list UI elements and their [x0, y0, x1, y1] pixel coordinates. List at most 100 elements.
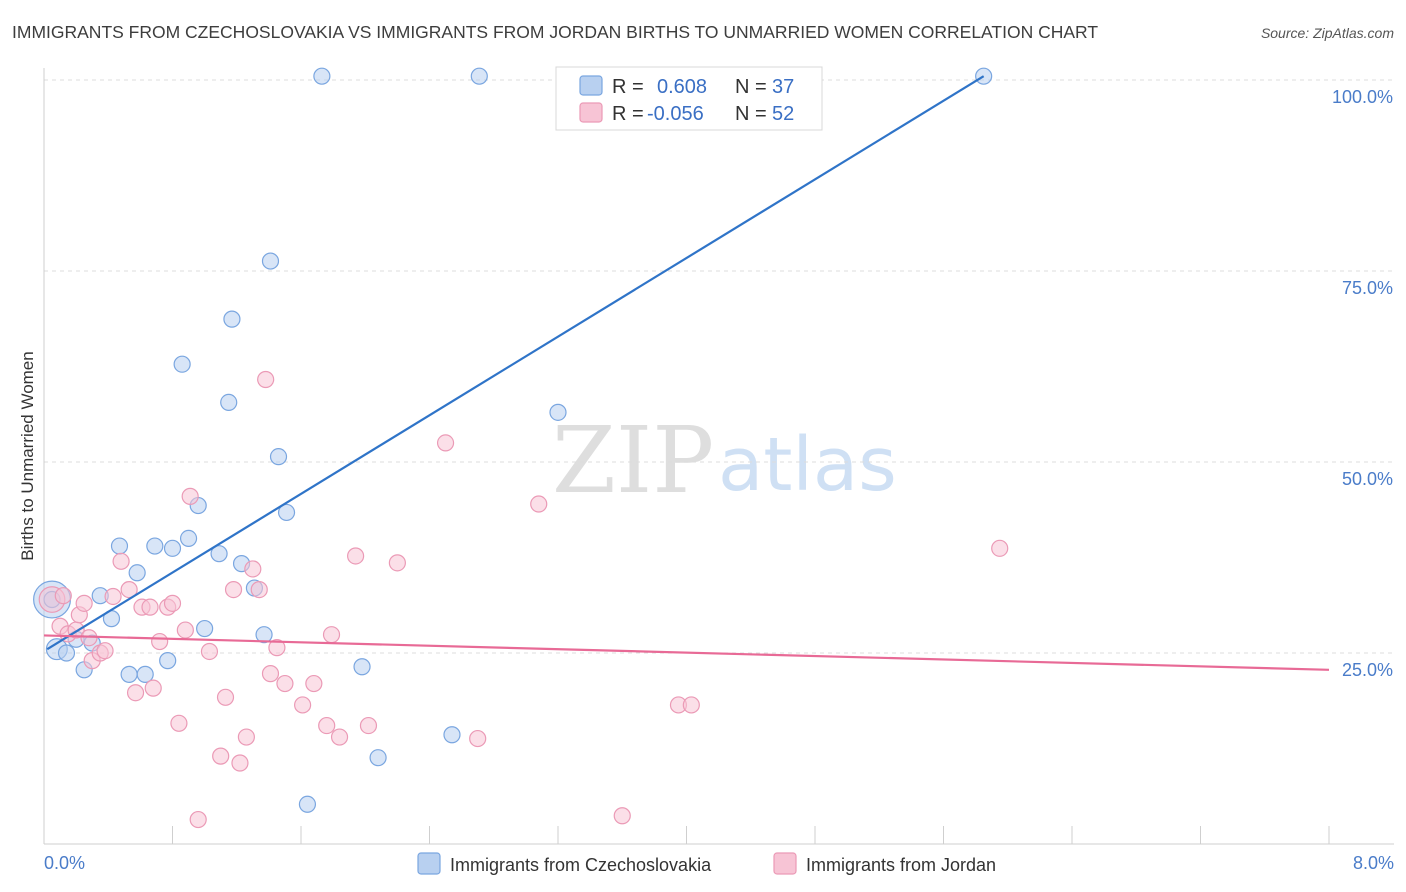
legend-n-value-czechoslovakia: 37	[772, 76, 794, 98]
trendlines	[43, 75, 1330, 671]
point-jordan-38	[322, 626, 341, 644]
point-czechoslovakia-14	[163, 539, 182, 557]
watermark-atlas: atlas	[718, 422, 897, 508]
legend-n-label-jordan: N =	[735, 103, 767, 125]
point-jordan-34	[276, 674, 294, 693]
x-tick-label-min: 0.0%	[44, 853, 85, 873]
point-czechoslovakia-18	[196, 619, 214, 638]
x-tick-label-max: 8.0%	[1353, 853, 1394, 873]
legend-r-value-jordan: -0.056	[647, 103, 704, 125]
trendline-czechoslovakia	[46, 75, 985, 651]
legend-swatch-czechoslovakia	[579, 75, 603, 96]
point-czechoslovakia-28	[298, 795, 317, 813]
point-czechoslovakia-31	[369, 749, 387, 767]
point-czechoslovakia-12	[146, 537, 164, 555]
point-jordan-11	[120, 580, 138, 599]
y-tick-labels: 100.0% 75.0% 50.0% 25.0%	[1332, 87, 1393, 680]
point-czechoslovakia-21	[223, 310, 241, 328]
chart-title: IMMIGRANTS FROM CZECHOSLOVAKIA VS IMMIGR…	[12, 22, 1098, 42]
legend-r-label-czechoslovakia: R =	[612, 76, 644, 98]
point-czechoslovakia-9	[120, 665, 138, 683]
point-czechoslovakia-13	[159, 652, 177, 670]
point-jordan-39	[330, 728, 349, 746]
chart-source: Source: ZipAtlas.com	[1261, 25, 1394, 41]
legend-r-value-czechoslovakia: 0.608	[657, 76, 707, 98]
point-jordan-8	[96, 642, 114, 660]
point-jordan-51	[75, 594, 93, 612]
point-czechoslovakia-26	[269, 448, 288, 466]
legend-bottom-swatch-czechoslovakia	[417, 852, 441, 875]
point-czechoslovakia-27	[277, 503, 296, 522]
y-tick-label-3: 25.0%	[1342, 660, 1393, 680]
point-jordan-35	[294, 696, 312, 714]
point-jordan-28	[237, 728, 255, 746]
point-czechoslovakia-29	[313, 67, 331, 85]
point-jordan-9	[104, 587, 122, 606]
point-czechoslovakia-15	[173, 355, 191, 373]
legend-bottom-label-czechoslovakia: Immigrants from Czechoslovakia	[450, 855, 712, 875]
point-czechoslovakia-2	[57, 644, 76, 662]
trendline-jordan	[43, 634, 1330, 671]
point-jordan-46	[613, 807, 631, 825]
point-jordan-37	[318, 716, 336, 735]
point-jordan-16	[151, 632, 169, 651]
point-jordan-21	[181, 487, 199, 505]
legend-r-label-jordan: R =	[612, 103, 644, 125]
point-jordan-50	[54, 587, 72, 605]
point-jordan-29	[244, 560, 262, 578]
y-tick-label-1: 75.0%	[1342, 278, 1393, 298]
watermark: ZIP atlas	[552, 407, 897, 514]
point-czechoslovakia-16	[179, 529, 198, 548]
point-jordan-23	[200, 642, 219, 661]
legend-top: R = 0.608 N = 37 R = -0.056 N = 52	[555, 66, 823, 131]
point-czechoslovakia-32	[443, 726, 461, 744]
watermark-zip: ZIP	[552, 407, 714, 514]
point-jordan-22	[189, 810, 207, 829]
legend-bottom-swatch-jordan	[773, 852, 797, 875]
point-jordan-40	[347, 547, 365, 565]
legend-n-label-czechoslovakia: N =	[735, 76, 767, 98]
point-jordan-30	[250, 580, 268, 599]
point-jordan-32	[261, 665, 280, 683]
legend-bottom-label-jordan: Immigrants from Jordan	[806, 855, 996, 875]
point-jordan-10	[112, 552, 130, 570]
point-czechoslovakia-30	[353, 658, 371, 676]
point-jordan-19	[170, 714, 188, 732]
point-jordan-33	[268, 639, 286, 657]
point-jordan-25	[216, 688, 235, 706]
point-jordan-26	[224, 580, 243, 599]
y-axis: 100.0% 75.0% 50.0% 25.0%	[43, 68, 1393, 844]
point-czechoslovakia-34	[549, 403, 567, 421]
legend-bottom: Immigrants from Czechoslovakia Immigrant…	[417, 852, 996, 875]
point-czechoslovakia-11	[136, 665, 154, 683]
point-jordan-20	[176, 621, 194, 639]
point-jordan-43	[436, 434, 455, 452]
point-jordan-24	[212, 747, 230, 765]
point-czechoslovakia-10	[128, 564, 146, 582]
legend-n-value-jordan: 52	[772, 103, 794, 125]
point-jordan-48	[682, 696, 700, 714]
y-tick-label-2: 50.0%	[1342, 469, 1393, 489]
point-jordan-44	[469, 729, 487, 748]
x-axis: 0.0% 8.0%	[44, 826, 1394, 873]
point-jordan-18	[163, 594, 182, 612]
point-jordan-36	[305, 674, 323, 693]
point-jordan-41	[359, 716, 378, 735]
point-czechoslovakia-8	[110, 537, 129, 555]
series-jordan-points	[38, 370, 1009, 829]
legend-swatch-jordan	[579, 102, 603, 123]
point-jordan-27	[231, 754, 249, 772]
point-czechoslovakia-25	[261, 252, 280, 270]
y-tick-label-0: 100.0%	[1332, 87, 1393, 107]
y-axis-label: Births to Unmarried Women	[18, 351, 37, 560]
point-jordan-45	[530, 495, 548, 513]
point-czechoslovakia-20	[220, 393, 238, 412]
point-czechoslovakia-24	[255, 626, 273, 644]
point-czechoslovakia-33	[470, 67, 488, 85]
x-tick-marks	[172, 826, 1330, 844]
point-jordan-31	[257, 370, 275, 389]
point-jordan-49	[991, 539, 1009, 557]
point-czechoslovakia-19	[210, 545, 228, 563]
point-jordan-12	[126, 684, 145, 702]
